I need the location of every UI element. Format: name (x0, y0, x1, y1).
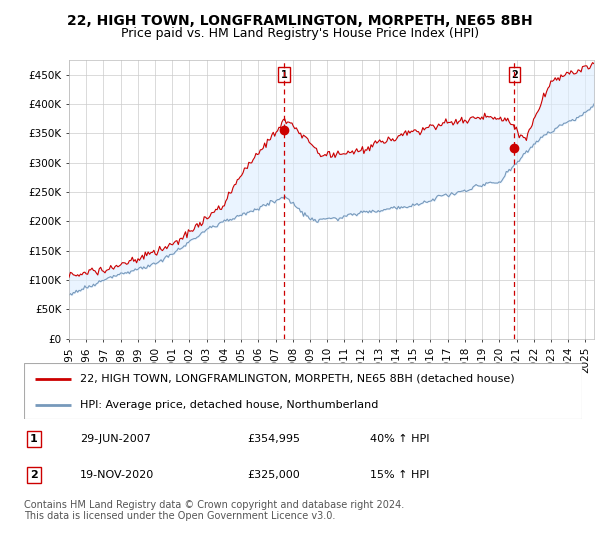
Text: 29-JUN-2007: 29-JUN-2007 (80, 434, 151, 444)
Text: £354,995: £354,995 (247, 434, 300, 444)
Text: 2: 2 (511, 69, 518, 80)
Text: HPI: Average price, detached house, Northumberland: HPI: Average price, detached house, Nort… (80, 400, 378, 410)
Text: 19-NOV-2020: 19-NOV-2020 (80, 470, 154, 480)
Text: 1: 1 (281, 69, 287, 80)
Text: Price paid vs. HM Land Registry's House Price Index (HPI): Price paid vs. HM Land Registry's House … (121, 27, 479, 40)
Text: Contains HM Land Registry data © Crown copyright and database right 2024.
This d: Contains HM Land Registry data © Crown c… (24, 500, 404, 521)
Text: 2: 2 (30, 470, 38, 480)
Text: 40% ↑ HPI: 40% ↑ HPI (370, 434, 430, 444)
Text: 1: 1 (30, 434, 38, 444)
Text: £325,000: £325,000 (247, 470, 300, 480)
Text: 15% ↑ HPI: 15% ↑ HPI (370, 470, 430, 480)
Text: 22, HIGH TOWN, LONGFRAMLINGTON, MORPETH, NE65 8BH: 22, HIGH TOWN, LONGFRAMLINGTON, MORPETH,… (67, 14, 533, 28)
Text: 22, HIGH TOWN, LONGFRAMLINGTON, MORPETH, NE65 8BH (detached house): 22, HIGH TOWN, LONGFRAMLINGTON, MORPETH,… (80, 374, 514, 384)
